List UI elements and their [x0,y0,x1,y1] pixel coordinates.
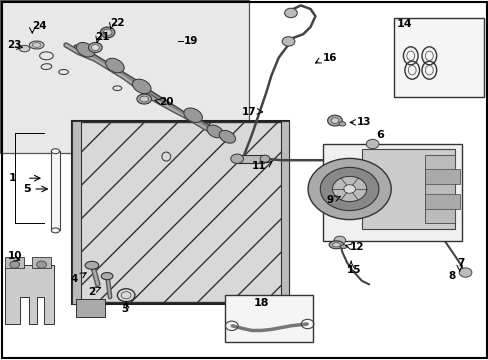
Ellipse shape [183,108,202,122]
Text: 12: 12 [349,242,364,252]
Bar [32,257,51,268]
Bar [51,151,60,230]
Text: 5: 5 [22,184,30,194]
Bar [425,194,459,209]
Circle shape [366,139,378,149]
Text: 23: 23 [7,40,22,50]
Text: 8: 8 [447,271,455,282]
Circle shape [343,185,355,193]
Ellipse shape [91,45,99,50]
Ellipse shape [206,125,223,138]
Circle shape [37,261,46,268]
Bar [5,257,24,268]
Ellipse shape [85,261,99,269]
Bar [76,299,105,317]
Bar [393,18,483,97]
Circle shape [282,37,294,46]
Bar [361,149,454,229]
Ellipse shape [332,243,340,247]
Ellipse shape [328,241,343,249]
Ellipse shape [338,122,345,126]
Circle shape [332,176,366,202]
Ellipse shape [100,27,115,38]
Ellipse shape [88,42,102,53]
Bar [280,121,289,304]
Text: 4: 4 [71,274,78,284]
Text: 16: 16 [322,53,337,63]
Polygon shape [5,265,54,324]
Text: 11: 11 [251,161,266,171]
Ellipse shape [132,79,151,94]
Text: 14: 14 [396,19,412,29]
Bar [237,155,264,163]
Ellipse shape [340,245,346,248]
Ellipse shape [101,273,113,280]
Bar [72,121,81,304]
Ellipse shape [137,94,151,104]
Text: 24: 24 [32,21,46,31]
Ellipse shape [330,118,338,123]
Circle shape [10,261,20,268]
Text: 1: 1 [8,173,16,183]
Ellipse shape [103,29,112,36]
Ellipse shape [327,115,342,126]
Text: 22: 22 [110,18,124,28]
Bar [224,295,312,342]
Text: 19: 19 [183,36,197,46]
Circle shape [284,8,297,18]
Text: 2: 2 [88,287,95,297]
Ellipse shape [76,42,95,57]
Bar [76,122,285,302]
Circle shape [307,158,390,220]
Text: 21: 21 [95,32,110,42]
Text: 18: 18 [253,298,269,308]
Text: 6: 6 [376,130,384,140]
Ellipse shape [51,149,60,154]
Circle shape [230,154,243,163]
Bar [322,144,461,241]
Ellipse shape [105,58,124,73]
Ellipse shape [51,228,60,233]
Polygon shape [0,0,249,176]
Bar [425,169,459,184]
Ellipse shape [219,130,235,143]
Bar [72,121,289,304]
Circle shape [333,236,345,245]
Bar [425,155,454,223]
Ellipse shape [19,45,30,52]
Text: 15: 15 [346,265,361,275]
Text: 7: 7 [456,258,464,268]
Circle shape [260,155,269,162]
Ellipse shape [140,96,148,102]
Circle shape [458,268,471,277]
Text: 9: 9 [325,195,333,205]
Text: 13: 13 [356,117,371,127]
Text: 10: 10 [7,251,22,261]
Text: 3: 3 [121,304,128,314]
Ellipse shape [29,41,44,49]
Circle shape [320,167,378,211]
Text: 20: 20 [159,97,173,107]
Text: 17: 17 [242,107,256,117]
Bar [254,299,283,317]
